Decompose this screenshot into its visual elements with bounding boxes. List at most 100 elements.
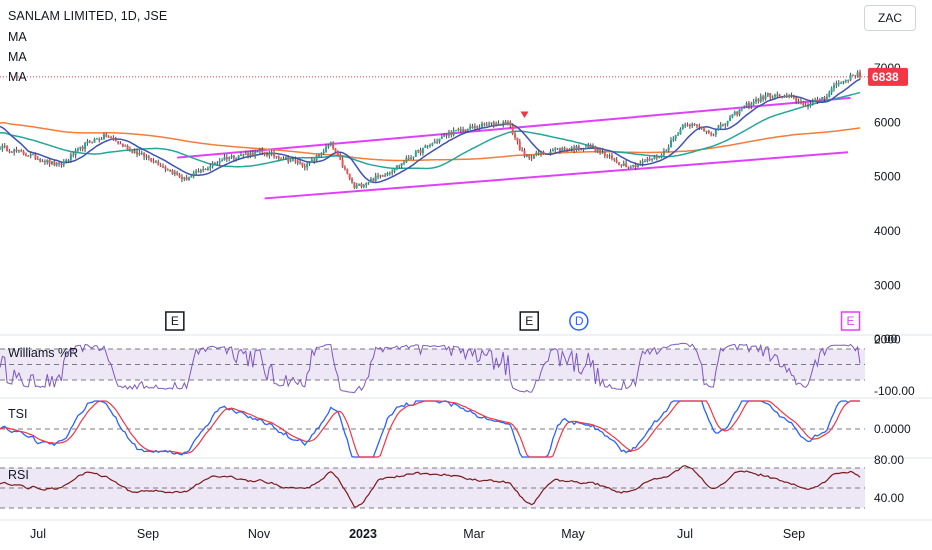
candle-body [644,161,646,163]
candle-body [488,123,491,125]
y-tick-label: 3000 [874,278,901,292]
candle-body [634,164,637,168]
currency-button[interactable]: ZAC [864,5,916,31]
candle-body [76,148,79,151]
candle-body [799,101,802,103]
williams-line [0,342,861,394]
candle-body [788,95,791,98]
candle-body [573,147,576,151]
earnings-marker [840,311,861,331]
candle-body [282,158,285,160]
candle-body [781,96,784,98]
ma-mid-line [0,91,861,170]
candle-body [752,101,755,104]
candle-body [268,153,271,156]
candle-body [228,157,231,160]
candle-body [610,155,613,159]
candle-body [55,162,58,166]
x-tick-label: Sep [137,527,159,541]
candle-body [721,124,724,126]
candle-body [403,162,406,164]
candle-body [206,168,209,170]
tsi-tick: 0.0000 [874,422,911,436]
candle-body [147,156,150,159]
candle-body [185,177,188,180]
candle-body [270,152,273,154]
candle-body [126,145,129,150]
candle-body [263,151,266,155]
candle-body [140,152,143,154]
candle-body [216,162,219,164]
candle-body [362,184,365,187]
candle-body [662,150,665,155]
candle-body [306,163,309,168]
candle-body [691,123,694,127]
candle-body [223,156,226,161]
candle-body [622,163,625,166]
price-label-box [868,67,908,86]
candle-body [445,134,448,136]
candle-body [736,112,739,115]
candle-body [289,160,292,162]
candle-body [202,168,205,171]
candle-body [587,145,590,148]
candle-body [365,182,368,185]
candle-body [641,161,644,164]
candle-body [143,152,146,157]
candle-body [13,149,16,153]
ma-legend-2[interactable]: MA [8,50,27,64]
candle-body [568,148,571,151]
candle-body [112,137,115,140]
candle-body [317,155,320,157]
williams-label: Williams %R [8,346,79,360]
candle-body [88,141,91,143]
candle-body [280,158,283,160]
candle-body [603,152,606,156]
candle-body [632,164,635,167]
earnings-marker-label: E [171,314,179,328]
candle-body [424,145,427,148]
candle-body [1,145,4,149]
ma-legend-3[interactable]: MA [8,70,27,84]
candle-body [759,96,762,102]
candle-body [766,93,769,96]
tsi-signal-line [0,400,860,458]
candle-body [828,92,831,97]
candle-body [733,112,736,115]
candle-body [414,151,417,157]
candle-body [452,130,455,136]
candle-body [372,178,375,181]
candle-body [719,124,722,128]
candle-body [346,168,349,174]
candle-body [22,151,25,155]
candle-body [790,95,793,97]
candle-body [221,160,224,162]
candle-body [816,99,819,102]
candle-body [540,151,543,154]
candle-body [46,159,49,163]
candle-body [532,155,535,159]
candle-body [447,132,450,136]
candle-body [50,161,53,164]
candle-body [667,147,670,151]
candle-body [157,161,160,166]
candle-body [351,178,354,183]
candle-body [379,175,382,177]
candle-body [743,106,746,108]
candle-body [471,126,474,128]
candle-body [247,153,250,157]
candle-body [823,97,826,99]
candle-body [124,145,127,147]
candle-body [322,151,325,154]
candle-body [294,159,297,161]
candle-body [433,141,436,144]
candle-body [336,152,339,156]
ma-legend-1[interactable]: MA [8,30,27,44]
candle-body [69,154,72,160]
earnings-marker-label: E [847,314,855,328]
candle-body [849,74,852,81]
candle-body [535,152,538,156]
rsi-line [0,465,861,508]
candle-body [842,81,845,83]
